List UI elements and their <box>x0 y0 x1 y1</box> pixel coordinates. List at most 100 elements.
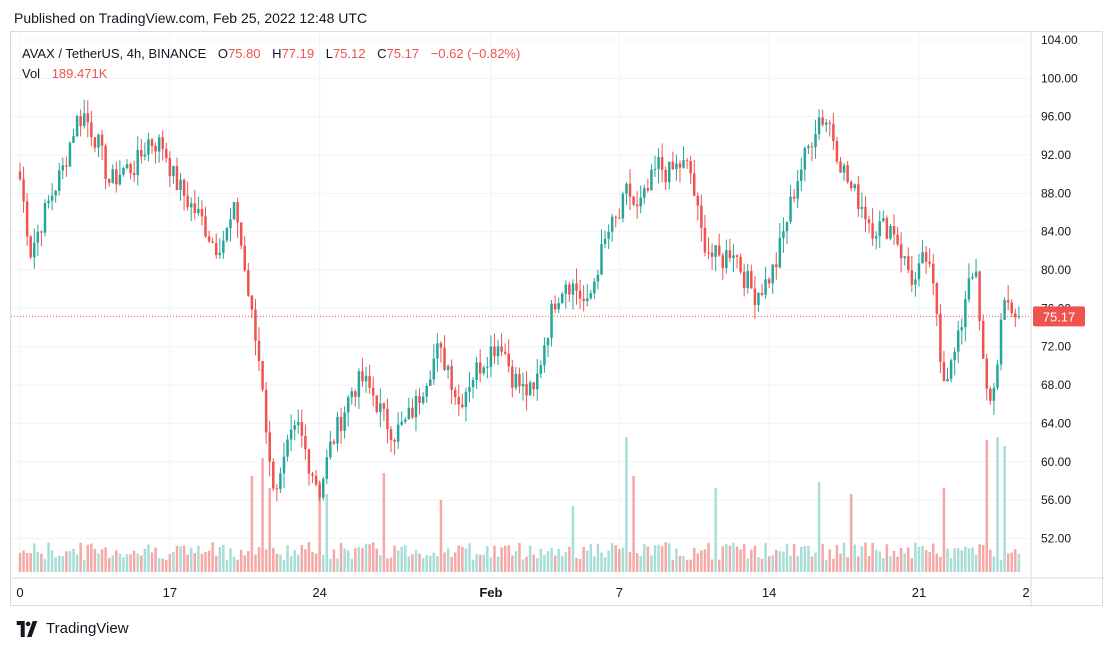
candle-body <box>621 193 625 219</box>
candle-body <box>368 375 371 388</box>
candle-body <box>557 303 560 310</box>
chart-frame[interactable]: 104.00100.0096.0092.0088.0084.0080.0076.… <box>10 31 1104 607</box>
candle-body <box>57 170 61 191</box>
candle-body <box>43 203 47 233</box>
candle-body <box>657 157 660 169</box>
volume-bar <box>896 556 899 572</box>
candle-body <box>539 365 543 374</box>
candle-body <box>543 345 546 366</box>
candle-body <box>182 179 186 196</box>
volume-bar <box>289 556 293 572</box>
volume-bar <box>553 555 557 572</box>
candle-body <box>289 429 293 440</box>
volume-bar <box>154 547 157 572</box>
candle-body <box>910 270 914 285</box>
volume-bar <box>304 549 307 572</box>
candle-body <box>339 416 343 431</box>
volume-bar <box>346 550 350 572</box>
candle-body <box>999 319 1003 365</box>
volume-bar <box>18 552 22 572</box>
candle-body <box>50 195 54 201</box>
volume-bar <box>150 552 154 572</box>
candle-body <box>939 313 942 362</box>
candle-body <box>407 407 411 420</box>
candle-body <box>361 371 364 382</box>
candle-body <box>946 379 949 382</box>
candle-body <box>700 205 703 228</box>
candle-body <box>917 263 921 280</box>
volume-bar <box>404 545 407 572</box>
volume-bar <box>946 548 949 572</box>
candle-body <box>371 387 375 396</box>
candlestick-chart[interactable]: 104.00100.0096.0092.0088.0084.0080.0076.… <box>11 32 1104 607</box>
last-price-label: 75.17 <box>1043 309 1076 324</box>
candle-body <box>935 283 939 314</box>
volume-bar <box>1017 553 1021 572</box>
candle-body <box>889 226 892 239</box>
volume-bar <box>54 557 57 572</box>
volume-bar <box>232 556 236 572</box>
candle-body <box>800 169 803 181</box>
candle-body <box>885 218 889 239</box>
candle-body <box>532 382 535 390</box>
volume-bar <box>735 546 739 572</box>
volume-bar <box>371 542 375 572</box>
volume-bar <box>832 558 835 572</box>
volume-bar <box>168 554 172 572</box>
volume-bar <box>500 547 503 572</box>
volume-bar <box>279 554 282 572</box>
candle-body <box>396 424 400 442</box>
candle-body <box>503 351 507 354</box>
volume-bar <box>236 559 239 572</box>
volume-bar <box>525 556 528 572</box>
candle-body <box>750 271 753 289</box>
volume-bar <box>978 544 981 572</box>
volume-bar <box>425 555 428 572</box>
last-price-badge <box>1033 306 1085 327</box>
volume-bar <box>407 556 411 572</box>
candle-body <box>1003 300 1006 320</box>
volume-bar <box>807 545 810 572</box>
volume-bar <box>300 544 304 572</box>
candle-body <box>229 219 232 229</box>
volume-bar <box>157 558 161 572</box>
volume-bar <box>575 557 578 572</box>
volume-bar <box>207 550 211 572</box>
candle-body <box>154 146 157 152</box>
candle-body <box>814 134 817 148</box>
candle-body <box>568 284 571 295</box>
volume-bar <box>496 556 500 572</box>
candle-body <box>279 473 282 490</box>
volume-bar <box>600 552 603 572</box>
volume-bar <box>536 558 539 572</box>
volume-bar <box>643 544 646 572</box>
volume-bar <box>482 554 486 572</box>
candle-body <box>90 122 93 138</box>
volume-bar <box>357 547 361 572</box>
volume-bar <box>446 548 450 572</box>
volume-bar <box>182 545 186 572</box>
volume-bar <box>82 559 86 572</box>
volume-bar <box>939 556 942 572</box>
candle-body <box>807 146 810 149</box>
candle-body <box>40 231 43 233</box>
volume-bar <box>628 552 632 572</box>
volume-bar <box>899 548 903 572</box>
candle-body <box>500 346 503 352</box>
candle-body <box>107 178 111 183</box>
candle-body <box>853 184 857 189</box>
volume-bar <box>264 549 268 572</box>
candle-body <box>607 231 610 239</box>
volume-bar <box>336 558 339 572</box>
candle-body <box>79 116 82 127</box>
tradingview-branding[interactable]: TradingView <box>14 620 129 637</box>
volume-bar <box>578 558 582 572</box>
candle-body <box>610 216 614 232</box>
candle-body <box>236 202 239 223</box>
candle-body <box>828 122 832 124</box>
volume-bar <box>111 555 115 572</box>
volume-bar <box>411 554 414 572</box>
candle-body <box>193 203 197 214</box>
candle-body <box>985 358 989 389</box>
volume-bar <box>725 544 728 572</box>
